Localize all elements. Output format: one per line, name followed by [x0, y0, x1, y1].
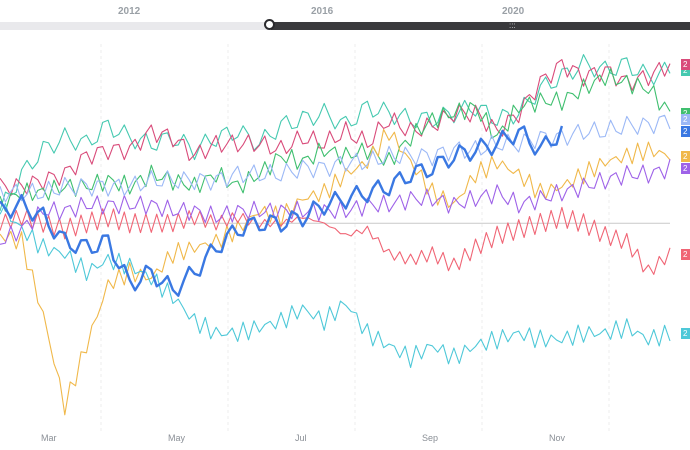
series-end-tag: 2 [681, 151, 690, 162]
range-track-selected[interactable] [271, 22, 690, 30]
series-end-tag: 2 [681, 126, 690, 137]
series-line [0, 54, 671, 212]
series-end-tag: 2 [681, 114, 690, 125]
range-year-label: 2020 [502, 6, 525, 17]
series-line [0, 125, 564, 297]
series-end-tag: 2 [681, 108, 690, 119]
series-lines [0, 54, 671, 416]
x-tick-label: May [168, 433, 186, 443]
series-line [0, 202, 671, 369]
series-line [0, 59, 671, 196]
x-tick-label: Nov [549, 433, 566, 443]
range-start-handle[interactable] [264, 19, 275, 30]
x-tick-label: Jul [295, 433, 307, 443]
x-tick-label: Mar [41, 433, 57, 443]
range-grip-icon[interactable]: ::: [509, 21, 516, 30]
series-line [0, 206, 671, 275]
series-end-tag: 2 [681, 163, 690, 174]
series-end-tag: 2 [681, 328, 690, 339]
series-end-tag: 2 [681, 59, 690, 70]
time-range-selector[interactable]: 2012 2016 2020 ::: [0, 0, 690, 34]
series-line [0, 114, 671, 203]
x-axis-labels: Mar May Jul Sep Nov [41, 433, 566, 443]
chart-grid [100, 44, 610, 433]
series-end-tag: 2 [681, 249, 690, 260]
x-tick-label: Sep [422, 433, 438, 443]
series-line [0, 159, 671, 245]
series-line [0, 68, 671, 212]
range-track-unselected[interactable] [0, 22, 271, 30]
range-year-label: 2016 [311, 6, 334, 17]
range-year-label: 2012 [118, 6, 141, 17]
series-end-tag: 2 [681, 65, 690, 76]
